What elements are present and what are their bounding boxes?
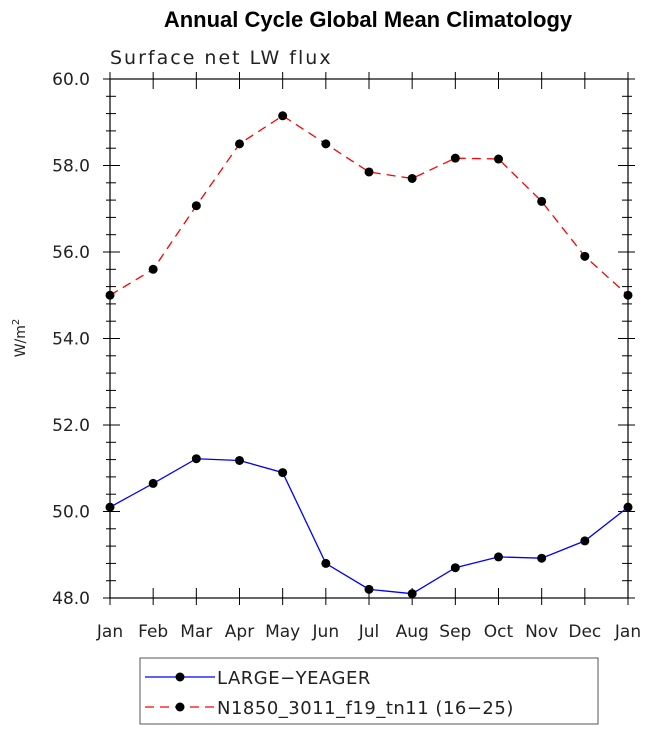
series-1-point: [321, 558, 331, 568]
series-2-point: [450, 153, 460, 163]
y-axis-label: W/m2: [11, 319, 29, 358]
series-2-point: [580, 251, 590, 261]
legend-box: [139, 657, 599, 725]
series-line-1: [109, 458, 629, 595]
x-tick-label: Sep: [439, 622, 471, 642]
axis-ticks: [103, 72, 635, 605]
series-1-point: [494, 552, 503, 562]
chart-title: Annual Cycle Global Mean Climatology: [164, 7, 573, 32]
series-line-2: [109, 114, 629, 296]
series-1-point: [191, 454, 201, 464]
x-tick-label: Aug: [396, 622, 429, 642]
x-tick-label: Jun: [312, 622, 340, 642]
y-tick-label: 60.0: [52, 70, 90, 90]
series-2-point: [364, 167, 374, 177]
series-2-point: [537, 196, 547, 206]
series-layer: [105, 111, 633, 599]
y-tick-label: 54.0: [52, 330, 90, 350]
series-2-point: [407, 173, 417, 183]
x-tick-label: Mar: [180, 622, 212, 642]
y-tick-label: 56.0: [52, 243, 90, 263]
svg-text:W/m2: W/m2: [11, 319, 29, 358]
tick-labels: Jan Feb Mar Apr May Jun Jul Aug Sep Oct Nov Dec Jan 4…: [52, 70, 641, 642]
legend-marker-1: [175, 672, 185, 682]
legend-label-1: LARGE−YEAGER: [217, 668, 371, 689]
legend-marker-2: [175, 702, 185, 712]
chart-subtitle: Surface net LW flux: [110, 47, 333, 69]
x-tick-label: Jan: [96, 622, 123, 642]
series-1-point: [580, 536, 590, 546]
plot-frame: [109, 78, 629, 599]
series-1-point: [450, 563, 460, 573]
y-tick-label: 52.0: [52, 416, 90, 436]
x-tick-label: Jan: [614, 622, 641, 642]
y-tick-label: 58.0: [52, 157, 90, 177]
series-2-point: [235, 139, 244, 149]
x-tick-label: Jul: [358, 622, 380, 642]
x-tick-label: Nov: [525, 622, 558, 642]
y-axis-label-text: W/m: [13, 325, 29, 357]
series-1-point: [278, 468, 288, 478]
series-2-point: [148, 264, 158, 274]
series-2-point: [321, 139, 331, 149]
x-tick-label: Dec: [568, 622, 601, 642]
legend: LARGE−YEAGER N1850_3011_f19_tn11 (16−25): [139, 657, 599, 725]
series-1-point: [364, 584, 374, 594]
y-axis-label-superscript: 2: [11, 319, 22, 325]
series-1-point: [148, 478, 158, 488]
y-tick-label: 48.0: [52, 589, 90, 609]
series-2-point: [191, 201, 201, 211]
x-tick-label: Feb: [138, 622, 168, 642]
series-1-point: [407, 589, 417, 599]
y-tick-label: 50.0: [52, 503, 90, 523]
series-1-point: [537, 553, 547, 563]
x-tick-label: Apr: [225, 622, 254, 642]
x-tick-label: Oct: [484, 622, 514, 642]
x-tick-label: May: [265, 622, 300, 642]
series-1-point: [235, 455, 244, 465]
series-2-point: [494, 154, 503, 164]
series-2-point: [278, 111, 288, 121]
legend-label-2: N1850_3011_f19_tn11 (16−25): [217, 698, 514, 719]
